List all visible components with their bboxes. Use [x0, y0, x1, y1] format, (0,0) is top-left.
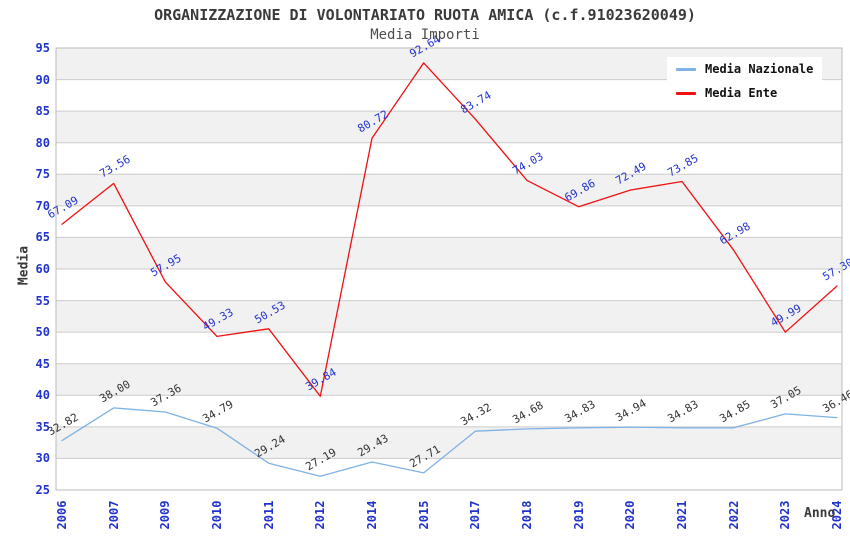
y-tick-label: 60	[35, 262, 50, 276]
media-ente-line-swatch	[676, 91, 696, 95]
y-tick-label: 90	[35, 72, 50, 87]
x-tick-label: 2022	[726, 500, 741, 530]
x-tick-label: 2010	[210, 500, 224, 530]
y-tick-label: 50	[35, 325, 50, 340]
legend-label-media-ente: Media Ente	[705, 86, 778, 100]
x-tick-label: 2019	[571, 500, 586, 530]
x-tick-label: 2009	[158, 500, 173, 530]
x-tick-label: 2017	[468, 500, 483, 530]
y-tick-label: 70	[35, 198, 50, 213]
y-tick-label: 30	[35, 451, 50, 466]
x-tick-label: 2018	[520, 500, 534, 530]
x-tick-label: 2023	[778, 500, 793, 530]
series-line-media-ente	[61, 62, 838, 397]
y-tick-label: 75	[35, 167, 50, 182]
chart-title: ORGANIZZAZIONE DI VOLONTARIATO RUOTA AMI…	[154, 6, 696, 24]
band	[56, 363, 842, 396]
media-nazionale-line-swatch	[676, 67, 696, 71]
band	[56, 300, 842, 333]
y-tick-label: 45	[35, 356, 50, 371]
x-tick-label: 2011	[261, 500, 276, 530]
y-tick-label: 55	[35, 293, 50, 308]
legend-label-media-nazionale: Media Nazionale	[705, 62, 814, 76]
x-tick-label: 2007	[106, 500, 121, 530]
y-tick-label: 80	[35, 135, 50, 150]
legend: Media Nazionale Media Ente	[667, 57, 823, 105]
y-tick-label: 40	[35, 388, 50, 403]
band	[56, 426, 842, 459]
y-tick-label: 95	[35, 41, 50, 55]
x-tick-label: 2006	[55, 500, 69, 530]
plot-border	[55, 47, 843, 491]
x-tick-label: 2014	[365, 500, 379, 530]
x-tick-label: 2021	[675, 500, 689, 530]
band	[56, 237, 842, 269]
band	[56, 174, 842, 206]
x-tick-label: 2020	[623, 500, 638, 530]
x-tick-label: 2012	[313, 500, 328, 530]
y-tick-label: 35	[35, 419, 50, 434]
y-axis-title: Media	[16, 245, 32, 286]
band	[56, 111, 842, 143]
x-tick-label: 2015	[416, 500, 431, 530]
chart-subtitle: Media Importi	[370, 27, 480, 43]
x-axis-title: Anno	[804, 506, 836, 521]
y-tick-label: 85	[35, 104, 50, 119]
y-tick-label: 25	[35, 483, 50, 497]
legend-item-media-ente: Media Ente	[667, 81, 787, 105]
legend-item-media-nazionale: Media Nazionale	[667, 57, 823, 81]
y-tick-label: 65	[35, 230, 50, 245]
series-line-media-nazionale	[61, 407, 838, 477]
